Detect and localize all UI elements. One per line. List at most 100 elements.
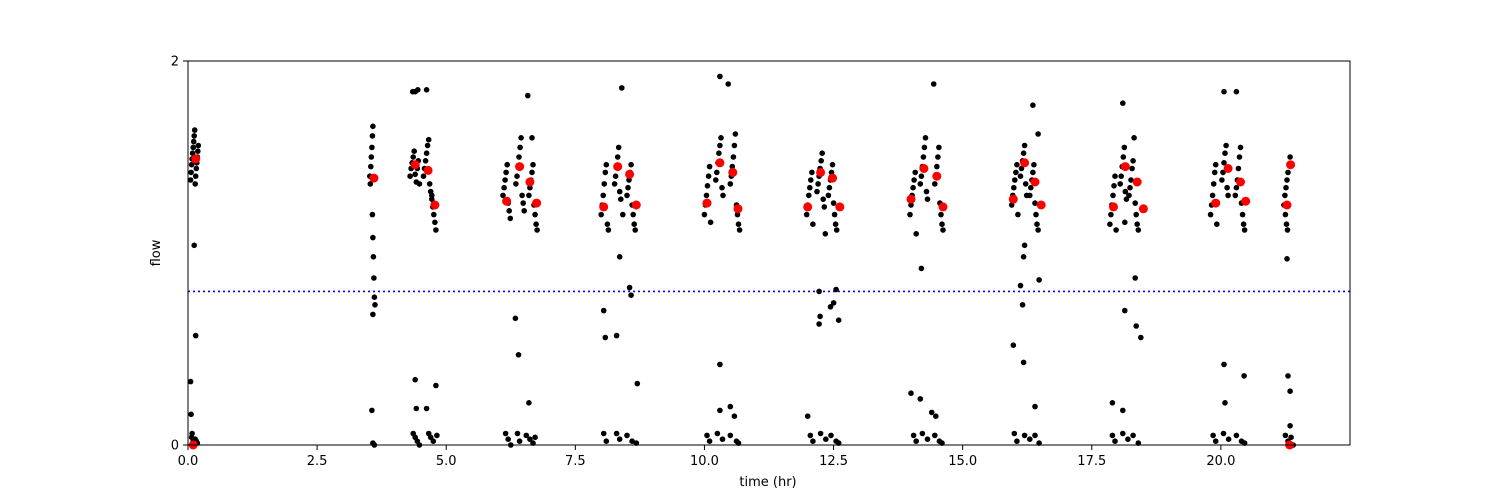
x-tick-label: 12.5	[819, 454, 848, 469]
data-point	[1036, 277, 1042, 283]
data-point	[1283, 184, 1289, 191]
data-point	[911, 177, 917, 183]
data-point	[1030, 169, 1036, 176]
data-point	[1219, 177, 1225, 183]
data-point	[192, 332, 199, 339]
data-point	[1021, 242, 1028, 249]
data-point	[630, 211, 636, 218]
x-tick-label: 15.0	[948, 454, 977, 469]
data-point	[1225, 436, 1232, 443]
data-point	[1287, 154, 1293, 160]
data-point	[192, 173, 199, 179]
data-point	[832, 221, 839, 227]
data-point	[1032, 403, 1038, 410]
data-point	[189, 150, 196, 156]
x-axis-ticks: 0.0 2.5 5.0 7.5 10.0 12.5 15.0 17.5 20.0	[178, 445, 1235, 469]
data-point	[605, 227, 612, 233]
series-1	[188, 154, 1296, 450]
data-point	[939, 221, 945, 227]
data-point	[191, 154, 201, 164]
data-point	[732, 131, 739, 137]
data-point	[1020, 150, 1027, 156]
data-point	[505, 436, 512, 443]
data-point	[1138, 334, 1144, 341]
data-point	[529, 169, 535, 176]
data-point	[806, 192, 812, 199]
data-point	[816, 167, 826, 177]
data-point	[1133, 211, 1139, 218]
data-point	[1284, 177, 1290, 183]
data-point	[195, 142, 202, 149]
data-point	[603, 438, 610, 445]
data-point	[1138, 204, 1148, 214]
data-point	[803, 202, 813, 212]
data-point	[1223, 142, 1229, 149]
data-point	[370, 253, 377, 260]
data-point	[1210, 181, 1217, 187]
data-point	[423, 165, 433, 175]
data-point	[1235, 165, 1242, 172]
data-point	[1109, 400, 1116, 406]
data-point	[628, 161, 634, 168]
points-layer	[187, 73, 1296, 450]
data-point	[1111, 183, 1117, 189]
data-point	[820, 196, 826, 202]
data-point	[818, 158, 824, 164]
data-point	[1221, 88, 1227, 95]
data-point	[188, 411, 194, 418]
data-point	[368, 163, 374, 170]
data-point	[616, 253, 623, 260]
data-point	[815, 181, 821, 187]
data-point	[629, 438, 635, 445]
data-point	[1135, 227, 1142, 233]
data-point	[518, 135, 524, 141]
data-point	[816, 321, 822, 327]
data-point	[614, 154, 621, 160]
data-point	[731, 413, 738, 420]
data-point	[1282, 432, 1289, 439]
data-point	[912, 169, 918, 176]
data-point	[618, 196, 624, 202]
data-point	[833, 227, 840, 233]
data-point	[1109, 202, 1118, 212]
data-point	[369, 211, 376, 218]
data-point	[1112, 173, 1118, 179]
data-point	[1239, 211, 1246, 218]
data-point	[828, 173, 837, 183]
y-tick-label: 2	[171, 55, 179, 70]
data-point	[1109, 432, 1116, 439]
data-point	[934, 163, 940, 170]
data-point	[1032, 200, 1038, 206]
data-point	[502, 196, 512, 206]
data-point	[706, 163, 713, 170]
data-point	[506, 208, 512, 214]
data-point	[624, 432, 630, 439]
data-point	[370, 123, 376, 130]
data-point	[613, 332, 620, 339]
data-point	[416, 181, 423, 187]
data-point	[921, 144, 928, 151]
data-point	[807, 432, 814, 439]
data-point	[827, 304, 834, 310]
x-tick-label: 5.0	[436, 454, 457, 469]
data-point	[634, 380, 641, 387]
data-point	[817, 430, 824, 437]
x-axis-label: time (hr)	[739, 475, 796, 490]
data-point	[935, 154, 941, 160]
data-point	[519, 192, 525, 199]
data-point	[717, 73, 723, 80]
data-point	[525, 92, 531, 99]
data-point	[913, 231, 919, 237]
x-tick-label: 10.0	[690, 454, 719, 469]
data-point	[825, 192, 832, 199]
data-point	[631, 221, 637, 227]
data-point	[1288, 434, 1294, 441]
data-point	[718, 135, 724, 141]
data-point	[611, 181, 618, 187]
data-point	[717, 361, 723, 368]
data-point	[1125, 436, 1131, 443]
data-point	[928, 409, 935, 416]
data-point	[822, 231, 829, 237]
data-point	[517, 144, 523, 151]
